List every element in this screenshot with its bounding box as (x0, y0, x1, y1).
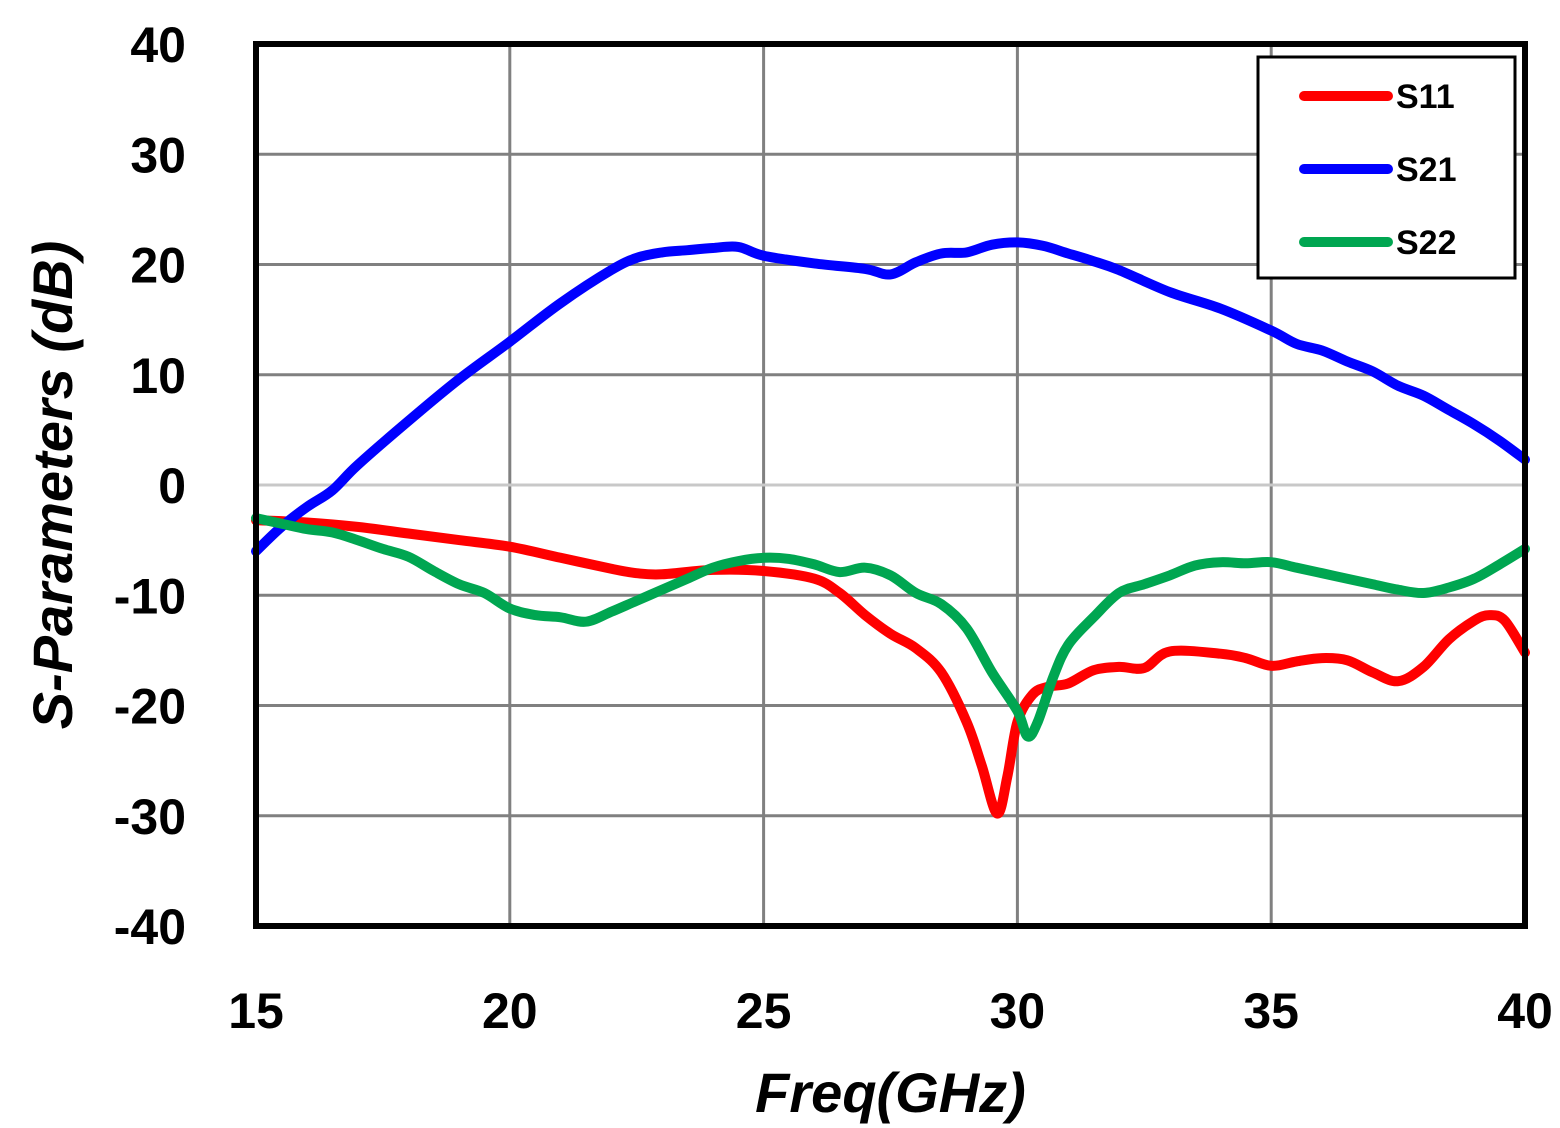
x-tick-label: 30 (990, 983, 1046, 1039)
y-tick-label: 30 (130, 127, 186, 183)
y-tick-label: 20 (130, 238, 186, 294)
x-tick-label: 20 (482, 983, 538, 1039)
legend: S11 S21 S22 (1256, 55, 1517, 280)
y-tick-label: 10 (130, 348, 186, 404)
x-axis-title: Freq(GHz) (755, 1061, 1026, 1124)
y-tick-labels: -40 -30 -20 -10 0 10 20 30 40 (114, 17, 186, 955)
plot-frame (253, 41, 1528, 929)
legend-label-s22: S22 (1396, 224, 1457, 262)
series-lines (251, 237, 1530, 819)
x-tick-label: 15 (228, 983, 284, 1039)
series-line-s11 (251, 515, 1530, 819)
x-tick-label: 25 (736, 983, 792, 1039)
series-line-s21 (251, 237, 1530, 557)
y-tick-label: -20 (114, 679, 186, 735)
legend-label-s21: S21 (1396, 151, 1457, 189)
y-axis-title: S-Parameters (dB) (21, 241, 84, 730)
x-tick-label: 35 (1243, 983, 1299, 1039)
x-tick-label: 40 (1497, 983, 1553, 1039)
legend-label-s11: S11 (1396, 78, 1455, 116)
y-tick-label: -30 (114, 789, 186, 845)
y-tick-label: 0 (158, 458, 186, 514)
y-tick-label: -40 (114, 899, 186, 955)
x-tick-labels: 15 20 25 30 35 40 (228, 983, 1553, 1039)
y-tick-label: -10 (114, 568, 186, 624)
series-line-s22 (251, 513, 1530, 742)
y-tick-label: 40 (130, 17, 186, 73)
